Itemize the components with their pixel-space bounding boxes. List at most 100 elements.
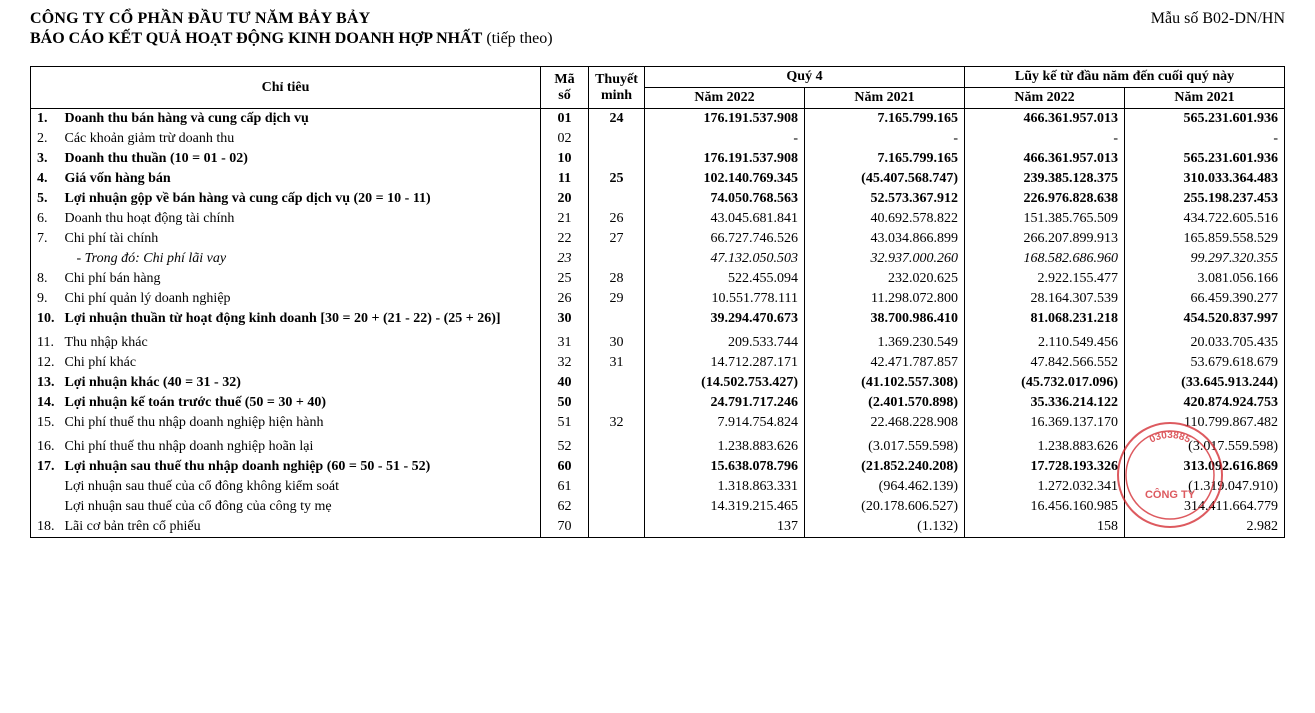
table-row: 8.Chi phí bán hàng2528522.455.094232.020… [31,269,1285,289]
row-note [589,517,645,538]
row-label: Chi phí bán hàng [59,269,541,289]
row-code: 26 [541,289,589,309]
col-q4-2022: Năm 2022 [645,88,805,109]
row-y-2021: 565.231.601.936 [1125,109,1285,130]
row-label: Thu nhập khác [59,333,541,353]
row-label: Lợi nhuận sau thuế của cổ đông không kiể… [59,477,541,497]
row-code: 25 [541,269,589,289]
row-q4-2022: 1.318.863.331 [645,477,805,497]
row-y-2021: (1.319.047.910) [1125,477,1285,497]
row-note: 32 [589,413,645,433]
row-index [31,497,59,517]
row-note [589,457,645,477]
row-q4-2021: 22.468.228.908 [805,413,965,433]
row-code: 40 [541,373,589,393]
row-code: 20 [541,189,589,209]
row-label: Lợi nhuận thuần từ hoạt động kinh doanh … [59,309,541,329]
table-row: Lợi nhuận sau thuế của cổ đông không kiể… [31,477,1285,497]
table-row: - Trong đó: Chi phí lãi vay23 47.132.050.… [31,249,1285,269]
row-index: 9. [31,289,59,309]
table-body: 1.Doanh thu bán hàng và cung cấp dịch vụ… [31,109,1285,538]
row-q4-2021: (1.132) [805,517,965,538]
row-index: 10. [31,309,59,329]
row-q4-2021: 7.165.799.165 [805,109,965,130]
report-continuation: (tiếp theo) [482,30,552,47]
row-q4-2021: 232.020.625 [805,269,965,289]
col-q4-2021: Năm 2021 [805,88,965,109]
row-y-2021: 310.033.364.483 [1125,169,1285,189]
row-y-2022: 28.164.307.539 [965,289,1125,309]
row-code: 61 [541,477,589,497]
document-header: CÔNG TY CỔ PHẦN ĐẦU TƯ NĂM BẢY BẢY BÁO C… [30,10,1285,48]
row-q4-2021: 7.165.799.165 [805,149,965,169]
row-q4-2021: 32.937.000.260 [805,249,965,269]
table-row: 16.Chi phí thuế thu nhập doanh nghiệp ho… [31,437,1285,457]
row-q4-2021: 52.573.367.912 [805,189,965,209]
row-note [589,249,645,269]
col-q4: Quý 4 [645,67,965,88]
row-y-2021: 20.033.705.435 [1125,333,1285,353]
row-label: Chi phí thuế thu nhập doanh nghiệp hoãn … [59,437,541,457]
row-y-2022: 2.110.549.456 [965,333,1125,353]
row-q4-2021: 38.700.986.410 [805,309,965,329]
row-note: 24 [589,109,645,130]
row-code: 51 [541,413,589,433]
row-y-2022: 266.207.899.913 [965,229,1125,249]
row-y-2021: 2.982 [1125,517,1285,538]
row-q4-2022: 1.238.883.626 [645,437,805,457]
table-row: 3.Doanh thu thuần (10 = 01 - 02)10176.19… [31,149,1285,169]
row-label: - Trong đó: Chi phí lãi vay [59,249,541,269]
table-row: 4.Giá vốn hàng bán1125102.140.769.345(45… [31,169,1285,189]
row-y-2022: 17.728.193.326 [965,457,1125,477]
row-q4-2022: - [645,129,805,149]
row-index: 16. [31,437,59,457]
row-index [31,477,59,497]
row-q4-2022: 66.727.746.526 [645,229,805,249]
row-code: 23 [541,249,589,269]
row-label: Giá vốn hàng bán [59,169,541,189]
row-y-2021: (3.017.559.598) [1125,437,1285,457]
row-q4-2022: (14.502.753.427) [645,373,805,393]
row-note: 30 [589,333,645,353]
row-q4-2021: (45.407.568.747) [805,169,965,189]
row-label: Lợi nhuận sau thuế thu nhập doanh nghiệp… [59,457,541,477]
row-label: Chi phí khác [59,353,541,373]
row-q4-2022: 14.319.215.465 [645,497,805,517]
row-code: 30 [541,309,589,329]
row-y-2021: 454.520.837.997 [1125,309,1285,329]
row-y-2022: 81.068.231.218 [965,309,1125,329]
row-y-2022: 168.582.686.960 [965,249,1125,269]
row-note [589,373,645,393]
row-code: 31 [541,333,589,353]
row-y-2021: 99.297.320.355 [1125,249,1285,269]
table-row: 14.Lợi nhuận kế toán trước thuế (50 = 30… [31,393,1285,413]
row-index [31,249,59,269]
row-note [589,149,645,169]
row-y-2022: 466.361.957.013 [965,149,1125,169]
row-y-2021: 565.231.601.936 [1125,149,1285,169]
row-q4-2021: 43.034.866.899 [805,229,965,249]
row-note: 26 [589,209,645,229]
row-code: 11 [541,169,589,189]
table-row: 18.Lãi cơ bản trên cổ phiếu70137(1.132)1… [31,517,1285,538]
row-code: 02 [541,129,589,149]
row-index: 7. [31,229,59,249]
row-index: 6. [31,209,59,229]
row-q4-2022: 176.191.537.908 [645,149,805,169]
row-note: 25 [589,169,645,189]
row-q4-2021: 42.471.787.857 [805,353,965,373]
row-label: Lợi nhuận kế toán trước thuế (50 = 30 + … [59,393,541,413]
row-label: Doanh thu bán hàng và cung cấp dịch vụ [59,109,541,130]
row-q4-2022: 47.132.050.503 [645,249,805,269]
row-label: Các khoản giảm trừ doanh thu [59,129,541,149]
row-q4-2022: 24.791.717.246 [645,393,805,413]
row-note: 27 [589,229,645,249]
table-header: Chỉ tiêu Mã số Thuyết minh Quý 4 Lũy kế … [31,67,1285,109]
table-row: 12.Chi phí khác323114.712.287.17142.471.… [31,353,1285,373]
row-index: 4. [31,169,59,189]
col-code: Mã số [541,67,589,109]
row-y-2021: 314.411.664.779 [1125,497,1285,517]
row-label: Lợi nhuận gộp về bán hàng và cung cấp dị… [59,189,541,209]
row-index: 5. [31,189,59,209]
row-y-2022: 158 [965,517,1125,538]
